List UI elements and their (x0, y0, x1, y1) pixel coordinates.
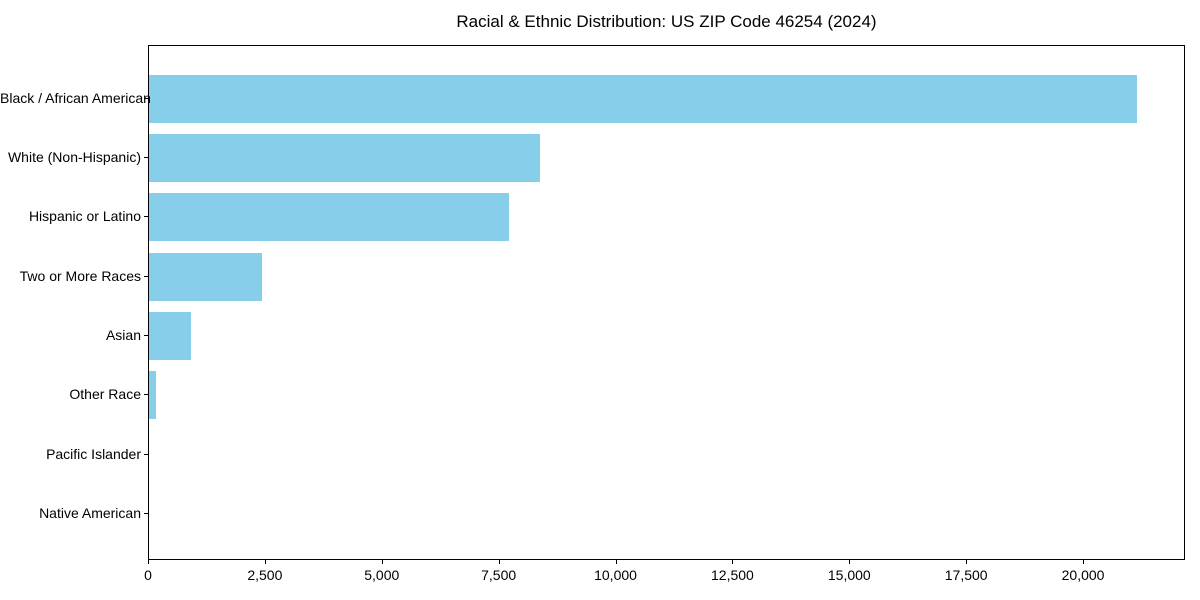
y-tick-label: Two or More Races (19, 267, 141, 284)
x-tick-mark (966, 560, 968, 564)
y-tick-mark (144, 334, 148, 336)
y-tick-label: Other Race (69, 386, 141, 403)
y-tick-mark (144, 216, 148, 218)
y-tick-label: Pacific Islander (46, 445, 141, 462)
x-tick-label: 20,000 (1061, 567, 1105, 583)
bar-white-non-hispanic (149, 133, 541, 182)
y-tick-label: Hispanic or Latino (28, 208, 141, 225)
bar-two-or-more-races (149, 252, 262, 301)
x-tick-mark (615, 560, 617, 564)
y-tick-mark (144, 156, 148, 158)
x-tick-label: 0 (144, 567, 152, 583)
x-tick-label: 7,500 (481, 567, 517, 583)
x-tick-mark (264, 560, 266, 564)
y-tick-label: White (Non-Hispanic) (7, 148, 141, 165)
bar-asian (149, 311, 192, 360)
bar-black-african-american (149, 74, 1137, 123)
y-tick-label: Asian (105, 326, 141, 343)
y-tick-mark (144, 97, 148, 99)
x-tick-label: 2,500 (247, 567, 283, 583)
plot-area (148, 45, 1185, 560)
x-tick-label: 12,500 (711, 567, 754, 583)
x-tick-mark (498, 560, 500, 564)
y-tick-mark (144, 394, 148, 396)
y-tick-label: Black / African American (0, 89, 151, 106)
x-tick-label: 10,000 (594, 567, 637, 583)
x-tick-mark (381, 560, 383, 564)
y-tick-label: Native American (39, 505, 141, 522)
x-tick-mark (849, 560, 851, 564)
x-tick-label: 17,500 (944, 567, 988, 583)
x-tick-mark (732, 560, 734, 564)
x-tick-mark (1083, 560, 1085, 564)
bar-other-race (149, 371, 157, 420)
y-tick-mark (144, 275, 148, 277)
x-tick-mark (148, 560, 149, 564)
chart-title: Racial & Ethnic Distribution: US ZIP Cod… (456, 12, 877, 31)
y-tick-mark (144, 453, 148, 455)
y-tick-mark (144, 513, 148, 515)
x-tick-label: 5,000 (364, 567, 400, 583)
x-tick-label: 15,000 (827, 567, 871, 583)
bar-hispanic-or-latino (149, 193, 509, 242)
